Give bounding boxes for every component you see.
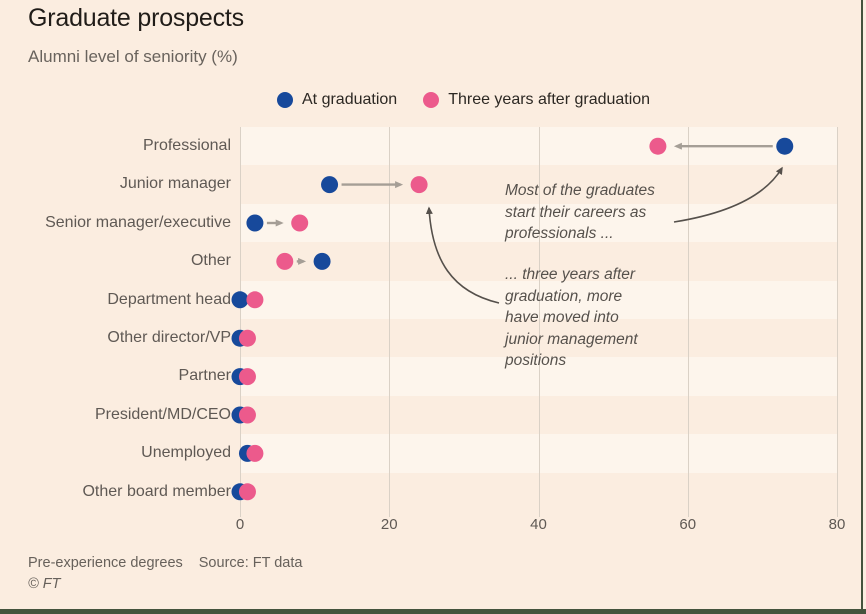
category-label: Other board member (82, 482, 231, 500)
dot-three-years-after (276, 252, 294, 270)
legend-label: At graduation (302, 91, 398, 108)
three-years-dot-icon (423, 92, 440, 108)
category-label: Senior manager/executive (45, 213, 231, 231)
chart-subtitle: Alumni level of seniority (%) (28, 47, 238, 66)
x-tick-label: 20 (380, 516, 398, 533)
category-label: Partner (178, 367, 231, 385)
footer-degrees-note: Pre-experience degrees (28, 555, 183, 571)
gridline (687, 127, 689, 517)
legend-label: Three years after graduation (448, 91, 651, 108)
dot-at-graduation (246, 214, 264, 232)
bottom-accent-bar (0, 609, 866, 614)
dot-at-graduation (313, 252, 331, 270)
x-tick-label: 40 (530, 516, 547, 533)
dot-at-graduation (776, 137, 794, 155)
dot-three-years-after (246, 444, 264, 462)
category-label: Department head (107, 290, 231, 308)
dot-three-years-after (238, 368, 256, 386)
x-tick-label: 0 (235, 516, 245, 533)
legend: At graduation Three years after graduati… (277, 91, 650, 109)
dot-three-years-after (291, 214, 309, 232)
page-title: Graduate prospects (28, 4, 244, 32)
gridline (538, 127, 540, 517)
legend-item-at-graduation: At graduation (277, 91, 397, 109)
category-label: Unemployed (141, 444, 231, 462)
dot-at-graduation (321, 176, 339, 194)
category-label: President/MD/CEO (94, 405, 231, 423)
annotation-professional: Most of the graduates start their career… (505, 182, 655, 242)
x-tick-label: 60 (679, 516, 697, 533)
dot-three-years-after (238, 483, 256, 501)
legend-item-three-years: Three years after graduation (423, 91, 650, 109)
dot-three-years-after (246, 291, 264, 309)
category-label: Other (190, 252, 231, 270)
dot-three-years-after (410, 176, 428, 194)
annotation-junior: ... three years after graduation, more h… (505, 266, 638, 369)
gridline (837, 127, 838, 517)
category-label: Junior manager (119, 175, 231, 193)
category-label: Other director/VP (107, 329, 231, 346)
gridline (389, 127, 391, 517)
category-label: Professional (142, 137, 231, 154)
dot-three-years-after (238, 406, 256, 424)
annotation-arrow-junior (425, 206, 500, 304)
footer-copyright: © FT (28, 576, 61, 592)
dot-three-years-after (649, 137, 667, 155)
dot-at-graduation (231, 291, 249, 309)
footer-note: Pre-experience degrees Source: FT data (28, 555, 318, 571)
annotation-arrow-professional (673, 166, 783, 223)
gridline (240, 127, 241, 517)
right-edge-bar (861, 0, 863, 614)
dot-three-years-after (238, 329, 256, 347)
at-graduation-dot-icon (277, 92, 293, 108)
footer-source: Source: FT data (198, 555, 303, 571)
x-tick-label: 80 (828, 516, 846, 533)
